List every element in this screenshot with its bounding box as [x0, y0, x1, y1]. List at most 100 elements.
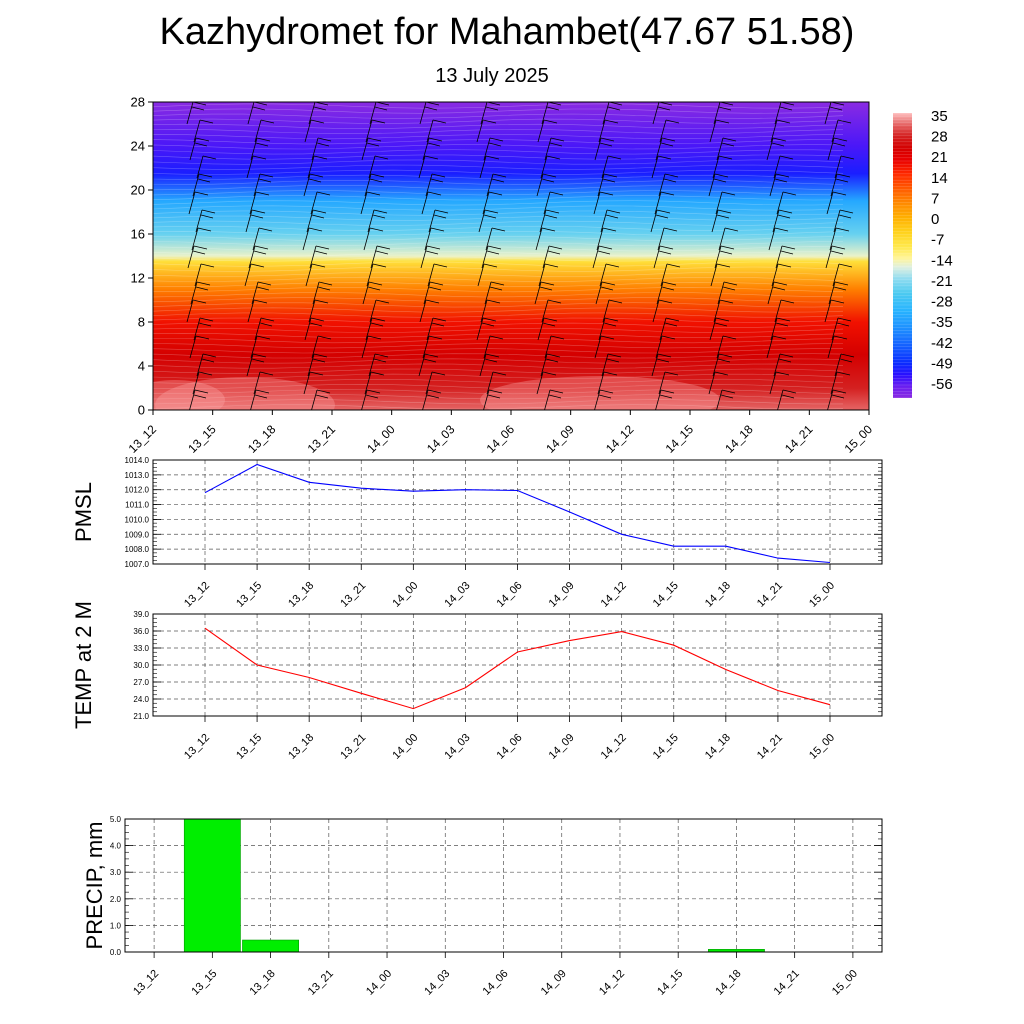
x-tick-label: 14_21: [755, 580, 785, 610]
series-line: [204, 627, 831, 710]
barb-flag: [425, 299, 440, 304]
heatmap-field: [153, 102, 869, 410]
barb-staff: [594, 335, 602, 359]
barb-staff: [369, 299, 377, 323]
wind-barb: [249, 191, 270, 215]
barb-staff: [777, 389, 784, 410]
barb-staff: [535, 227, 543, 251]
wind-barb: [658, 371, 679, 395]
barb-staff: [245, 209, 253, 233]
wind-barb: [709, 317, 730, 341]
barb-flag: [200, 214, 214, 219]
barb-flag: [839, 358, 853, 363]
barb-flag: [718, 155, 733, 160]
barb-flag: [834, 281, 849, 286]
wind-barb: [538, 263, 559, 287]
barb-flag: [773, 281, 788, 286]
x-tick-label: 14_06: [495, 580, 525, 610]
y-axis-label: TEMP at 2 M: [71, 601, 96, 729]
barb-flag: [714, 371, 729, 376]
barb-staff: [308, 102, 316, 125]
wind-barb: [245, 209, 266, 233]
wind-barb: [189, 335, 210, 359]
colorbar-tick-label: 35: [931, 108, 948, 125]
wind-barb: [827, 137, 848, 161]
x-tick-label: 14_03: [424, 422, 458, 456]
barb-staff: [602, 299, 610, 323]
wind-barb: [537, 317, 558, 341]
barb-flag: [604, 317, 619, 322]
barb-flag: [365, 394, 379, 399]
wind-barb: [420, 245, 441, 269]
x-tick-label: 15_00: [830, 968, 860, 998]
barb-flag: [722, 286, 736, 291]
wind-barb: [428, 209, 449, 233]
barb-flag: [191, 106, 205, 111]
wind-barb: [655, 137, 676, 161]
barb-staff: [366, 263, 374, 287]
barb-staff: [601, 353, 609, 377]
wind-barb: [478, 209, 499, 233]
barb-staff: [304, 317, 312, 341]
barb-flag: [831, 394, 845, 399]
barb-flag: [428, 286, 442, 291]
wind-barb: [476, 317, 497, 341]
barb-flag: [772, 286, 786, 291]
barb-flag: [657, 106, 671, 111]
barb-flag: [656, 358, 670, 363]
contour-line: [153, 271, 844, 277]
wind-barb: [776, 191, 797, 215]
contour-line: [153, 389, 844, 395]
wind-barb: [195, 209, 216, 233]
barb-staff: [307, 353, 315, 377]
barb-flag: [485, 353, 500, 358]
barb-flag: [546, 106, 560, 111]
wind-barb: [827, 389, 847, 410]
barb-flag: [657, 155, 672, 160]
barb-flag: [254, 394, 268, 399]
barb-flag: [316, 389, 331, 394]
barb-flag: [374, 106, 388, 111]
wind-barb: [483, 137, 504, 161]
wind-barb: [307, 155, 328, 179]
wind-barb: [654, 191, 675, 215]
barb-staff: [422, 137, 430, 161]
wind-barb: [716, 335, 737, 359]
barb-flag: [836, 371, 851, 376]
wind-barb: [247, 299, 268, 323]
barb-flag: [309, 173, 324, 178]
wind-barb: [251, 281, 272, 305]
colorbar-tick-label: -56: [931, 376, 953, 393]
barb-flag: [428, 335, 443, 340]
barb-staff: [187, 245, 195, 269]
barb-flag: [485, 155, 500, 160]
contour-line: [153, 302, 844, 308]
barb-flag: [373, 358, 387, 363]
barb-flag: [603, 173, 618, 178]
wind-barb: [655, 335, 676, 359]
barb-staff: [425, 371, 433, 395]
barb-flag: [482, 317, 497, 322]
barb-staff: [195, 209, 203, 233]
x-tick-label: 14_06: [495, 732, 525, 762]
wind-barb: [651, 155, 672, 179]
barb-flag: [252, 155, 267, 160]
barb-flag: [608, 299, 623, 304]
barb-flag: [492, 371, 507, 376]
wind-barb: [196, 155, 217, 179]
wind-barb: [596, 227, 617, 251]
wind-barb: [594, 389, 614, 410]
barb-staff: [425, 173, 433, 197]
colorbar-tick-label: -7: [931, 232, 944, 249]
wind-barb: [485, 227, 506, 251]
barb-flag: [840, 353, 855, 358]
x-tick-label: 13_18: [286, 732, 316, 762]
wind-barb: [771, 263, 792, 287]
wind-barb: [831, 119, 852, 143]
barb-flag: [776, 119, 791, 124]
barb-flag: [832, 191, 847, 196]
barb-staff: [424, 227, 432, 251]
barb-staff: [422, 389, 429, 410]
wind-barb: [834, 155, 855, 179]
wind-barb: [194, 263, 215, 287]
